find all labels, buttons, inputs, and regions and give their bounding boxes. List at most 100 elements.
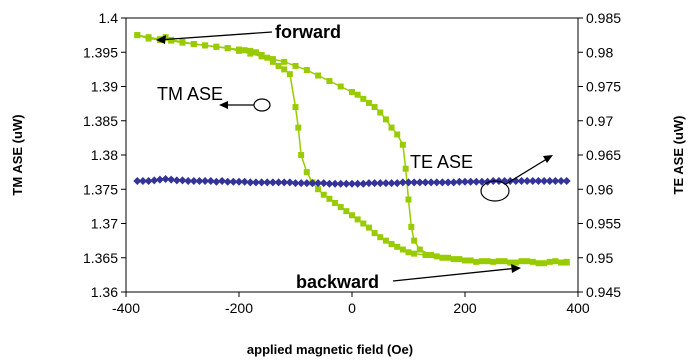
data-point [251,178,260,187]
data-point [155,175,164,184]
data-point [201,177,210,186]
data-point [337,204,344,211]
y-right-tick-label: 0.945 [586,284,621,300]
data-point [511,177,520,186]
data-point [370,179,379,188]
x-tick-label: 0 [348,300,356,316]
data-point [315,186,322,193]
data-point [381,179,390,188]
data-point [439,254,446,261]
tm-ase-label: TM ASE [157,84,223,104]
y-axis-left-title: TM ASE (uW) [10,114,25,195]
data-point [399,246,406,253]
y-left-tick-label: 1.395 [83,44,118,60]
y-left-tick-label: 1.39 [91,79,118,95]
data-point [541,260,548,267]
data-point [388,124,395,131]
data-point [405,249,412,256]
data-point [212,177,221,186]
data-point [325,179,334,188]
plot-area-border [125,17,579,293]
data-point [281,66,288,73]
data-point [411,237,418,244]
data-point [450,256,457,263]
data-point [562,177,571,186]
data-point [291,179,300,188]
data-point [343,208,350,215]
data-point [552,258,559,265]
data-point [308,179,317,188]
data-point [393,179,402,188]
data-point [349,212,355,219]
annotation-tm-ase: TM ASE [157,84,271,112]
data-point [298,152,305,158]
data-point [336,179,345,188]
backward-arrowhead [511,264,521,273]
te-ase-arrow [505,156,551,185]
data-point [292,62,299,69]
data-point [354,91,361,98]
data-point [349,88,355,95]
y-right-tick-label: 0.96 [586,181,613,197]
data-point [398,178,407,187]
data-point [178,176,187,185]
data-point [402,165,409,172]
data-point [236,47,242,54]
data-point [472,177,481,186]
data-point [432,178,441,187]
data-point [517,177,526,186]
data-point [528,177,537,186]
data-point [303,169,310,176]
data-point [274,178,283,187]
annotation-backward: backward [296,264,521,292]
backward-label: backward [296,272,379,292]
data-point [354,216,361,223]
data-point [314,179,323,188]
y-left-tick-label: 1.37 [91,216,118,232]
data-point [326,195,333,202]
data-point [394,131,401,138]
y-axis-right-title: TE ASE (uW) [671,116,686,195]
data-point [507,259,514,266]
data-point [365,99,372,106]
y-left-tick-label: 1.38 [91,147,118,163]
data-point [410,178,419,187]
y-right-tick-label: 0.985 [586,10,621,26]
data-point [427,178,436,187]
data-point [394,243,401,250]
data-point [529,258,536,265]
data-point [359,179,368,188]
data-point [223,177,232,186]
data-point [545,177,554,186]
data-point [213,43,220,50]
y-right-tick-label: 0.975 [586,79,621,95]
data-point [202,42,209,49]
data-point [179,39,186,46]
data-point [411,250,418,257]
data-point [337,83,344,90]
data-point [269,56,276,63]
data-point [404,178,413,187]
data-point [444,178,453,187]
tm-ase-circle [253,98,271,112]
data-point [421,178,430,187]
data-point [133,177,142,186]
data-point [297,179,306,188]
data-point [218,177,227,186]
data-point [292,104,299,111]
data-point [353,179,362,188]
data-point [518,258,525,265]
data-point [371,230,378,237]
series-line-tm_forward [137,34,567,264]
data-point [257,178,266,187]
data-point [376,179,385,188]
series-tm_forward [134,32,570,267]
data-point [172,176,181,185]
data-point [302,179,311,188]
data-point [224,45,231,52]
backward-arrow [392,267,519,282]
data-point [360,95,367,102]
data-point [252,49,259,56]
data-point [247,50,254,57]
